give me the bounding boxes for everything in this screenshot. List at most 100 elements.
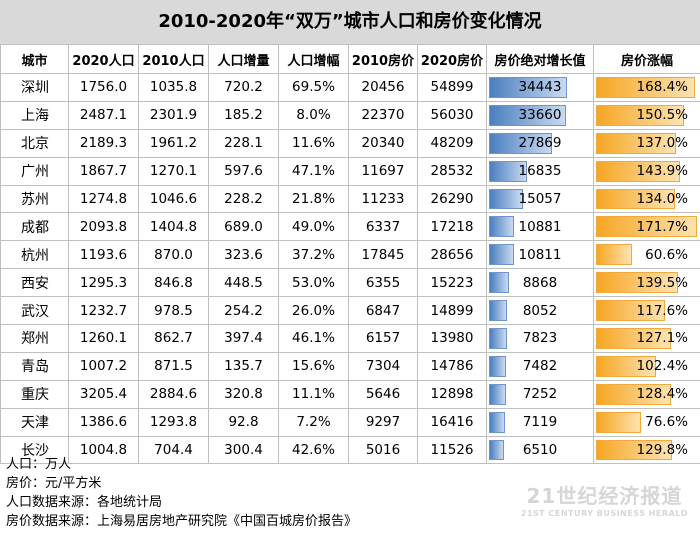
price-rate-bar — [596, 328, 671, 349]
cell-pop-rate: 21.8% — [278, 184, 349, 214]
cell-pop2010: 2884.6 — [138, 379, 209, 409]
price-abs-bar — [489, 328, 507, 349]
cell-price-rate: 129.8% — [593, 435, 700, 465]
cell-price-rate: 102.4% — [593, 351, 700, 381]
price-rate-bar — [596, 244, 632, 266]
cell-price-rate: 150.5% — [593, 100, 700, 130]
cell-price2020: 17218 — [417, 212, 487, 242]
cell-pop-rate: 8.0% — [278, 100, 349, 130]
cell-city: 杭州 — [0, 240, 69, 270]
cell-city: 成都 — [0, 212, 69, 242]
cell-city: 苏州 — [0, 184, 69, 214]
cell-price-rate: 134.0% — [593, 184, 700, 214]
cell-pop2020: 1274.8 — [68, 184, 139, 214]
table-row: 天津 1386.6 1293.8 92.8 7.2% 9297 16416 7119 76.6% — [0, 407, 700, 437]
cell-pop2020: 2189.3 — [68, 128, 139, 158]
table-row: 长沙 1004.8 704.4 300.4 42.6% 5016 11526 6510 129.… — [0, 435, 700, 465]
price-rate-value: 139.5% — [636, 274, 688, 291]
cell-price-abs: 10881 — [486, 212, 594, 242]
cell-price2020: 11526 — [417, 435, 487, 465]
price-rate-bar — [596, 188, 675, 210]
price-abs-bar — [489, 216, 514, 238]
cell-price2020: 48209 — [417, 128, 487, 158]
cell-price2010: 17845 — [348, 240, 418, 270]
cell-price2010: 6355 — [348, 268, 418, 298]
cell-pop2020: 1260.1 — [68, 324, 139, 353]
cell-city: 青岛 — [0, 351, 69, 381]
price-rate-value: 76.6% — [645, 414, 688, 431]
price-abs-bar — [489, 411, 506, 433]
header-pop-rate: 人口增幅 — [278, 44, 349, 74]
cell-price-abs: 16835 — [486, 156, 594, 186]
header-city: 城市 — [0, 44, 69, 74]
price-abs-bar — [489, 439, 504, 461]
table-row: 杭州 1193.6 870.0 323.6 37.2% 17845 28656 10811 60… — [0, 240, 700, 270]
cell-pop2010: 978.5 — [138, 296, 209, 326]
price-abs-value: 34443 — [518, 79, 562, 96]
price-abs-value: 6510 — [522, 442, 558, 459]
price-abs-bar — [489, 355, 507, 377]
cell-pop-inc: 92.8 — [208, 407, 279, 437]
cell-price-rate: 117.6% — [593, 296, 700, 326]
table-row: 青岛 1007.2 871.5 135.7 15.6% 7304 14786 7482 102.… — [0, 351, 700, 381]
cell-pop-inc: 689.0 — [208, 212, 279, 242]
table-row: 苏州 1274.8 1046.6 228.2 21.8% 11233 26290 15057 1… — [0, 184, 700, 214]
cell-city: 北京 — [0, 128, 69, 158]
cell-price2010: 20456 — [348, 73, 418, 102]
cell-pop-inc: 448.5 — [208, 268, 279, 298]
price-abs-value: 27869 — [518, 135, 562, 152]
cell-pop2020: 1386.6 — [68, 407, 139, 437]
table-title: 2010-2020年“双万”城市人口和房价变化情况 — [0, 0, 700, 44]
price-abs-value: 7119 — [522, 414, 558, 431]
cell-price2010: 6337 — [348, 212, 418, 242]
price-abs-bar — [489, 272, 510, 294]
cell-price2010: 22370 — [348, 100, 418, 130]
cell-price2010: 5016 — [348, 435, 418, 465]
note-price-unit: 房价：元/平方米 — [6, 476, 102, 491]
header-price-rate: 房价涨幅 — [593, 44, 700, 74]
cell-price2010: 6157 — [348, 324, 418, 353]
price-rate-bar — [596, 300, 665, 322]
cell-pop2010: 1404.8 — [138, 212, 209, 242]
cell-price2020: 14899 — [417, 296, 487, 326]
cell-pop-inc: 320.8 — [208, 379, 279, 409]
header-price-abs: 房价绝对增长值 — [486, 44, 594, 74]
cell-pop2020: 3205.4 — [68, 379, 139, 409]
price-abs-value: 8052 — [522, 302, 558, 319]
price-rate-bar — [596, 411, 641, 433]
cell-pop-rate: 26.0% — [278, 296, 349, 326]
cell-pop2010: 862.7 — [138, 324, 209, 353]
cell-price2020: 16416 — [417, 407, 487, 437]
cell-city: 西安 — [0, 268, 69, 298]
price-rate-bar — [596, 383, 672, 405]
cell-pop2020: 1756.0 — [68, 73, 139, 102]
cell-price-abs: 10811 — [486, 240, 594, 270]
price-rate-value: 143.9% — [636, 163, 688, 180]
price-abs-bar — [489, 188, 524, 210]
cell-price2020: 26290 — [417, 184, 487, 214]
cell-pop-inc: 323.6 — [208, 240, 279, 270]
cell-pop-rate: 15.6% — [278, 351, 349, 381]
cell-pop2010: 1046.6 — [138, 184, 209, 214]
cell-city: 郑州 — [0, 324, 69, 353]
watermark: 21世纪经济报道 21ST CENTURY BUSINESS HERALD — [521, 480, 688, 518]
header-row: 城市 2020人口 2010人口 人口增量 人口增幅 2010房价 2020房价… — [0, 44, 700, 74]
cell-price2020: 28656 — [417, 240, 487, 270]
cell-pop-rate: 11.1% — [278, 379, 349, 409]
price-rate-value: 129.8% — [636, 442, 688, 459]
price-abs-value: 7482 — [522, 358, 558, 375]
price-rate-value: 150.5% — [636, 107, 688, 124]
price-rate-bar — [596, 77, 695, 98]
cell-price-abs: 27869 — [486, 128, 594, 158]
data-table: 城市 2020人口 2010人口 人口增量 人口增幅 2010房价 2020房价… — [0, 44, 700, 465]
cell-price-abs: 7252 — [486, 379, 594, 409]
cell-city: 深圳 — [0, 73, 69, 102]
price-abs-value: 33660 — [518, 107, 562, 124]
cell-pop2010: 2301.9 — [138, 100, 209, 130]
cell-price2010: 20340 — [348, 128, 418, 158]
cell-pop2020: 1193.6 — [68, 240, 139, 270]
cell-price-abs: 15057 — [486, 184, 594, 214]
cell-pop2010: 1035.8 — [138, 73, 209, 102]
cell-price-rate: 139.5% — [593, 268, 700, 298]
cell-price-abs: 7482 — [486, 351, 594, 381]
